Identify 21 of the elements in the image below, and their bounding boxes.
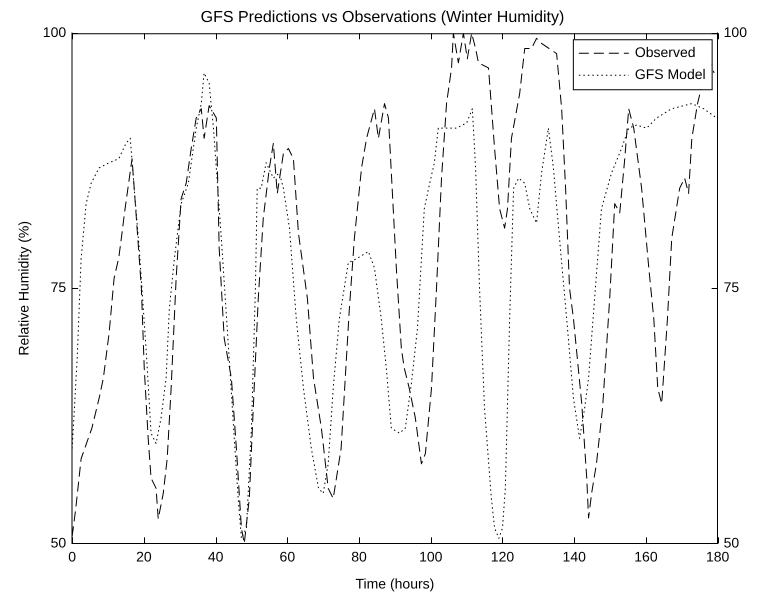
x-tick-label: 60	[280, 548, 296, 565]
chart-title: GFS Predictions vs Observations (Winter Humidity)	[200, 9, 564, 26]
y-tick-label: 75	[50, 279, 66, 296]
y-axis-title: Relative Humidity (%)	[15, 221, 32, 356]
x-tick-label: 20	[136, 548, 152, 565]
x-tick-label: 160	[634, 548, 658, 565]
x-tick-label: 120	[490, 548, 514, 565]
legend-label: GFS Model	[634, 66, 706, 82]
x-tick-label: 0	[68, 548, 76, 565]
x-tick-label: 140	[562, 548, 586, 565]
x-tick-label: 180	[706, 548, 730, 565]
y-tick-label: 50	[50, 534, 66, 550]
x-tick-label: 100	[419, 548, 443, 565]
legend-label: Observed	[634, 44, 696, 60]
y2-tick-label: 100	[724, 24, 748, 40]
x-tick-label: 80	[351, 548, 368, 565]
y-tick-label: 100	[42, 24, 66, 40]
y2-tick-label: 75	[724, 279, 740, 296]
y2-tick-label: 50	[724, 534, 740, 550]
x-axis-title: Time (hours)	[355, 575, 434, 592]
x-tick-label: 40	[208, 548, 224, 565]
